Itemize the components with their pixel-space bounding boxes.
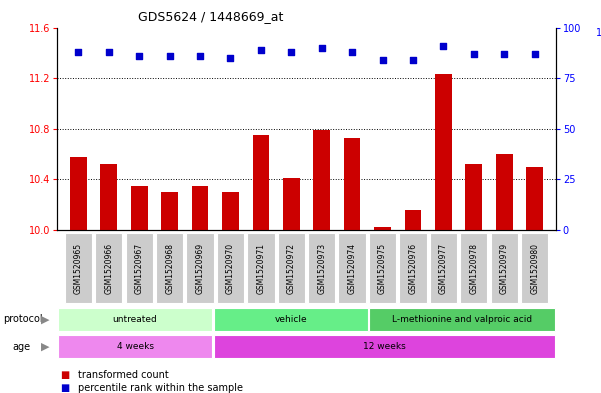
Bar	[344, 138, 361, 230]
Bar	[283, 178, 300, 230]
FancyBboxPatch shape	[65, 233, 92, 303]
FancyBboxPatch shape	[308, 233, 335, 303]
Text: ▶: ▶	[41, 342, 50, 352]
Text: GSM1520971: GSM1520971	[257, 243, 266, 294]
Text: untreated: untreated	[112, 315, 157, 324]
Bar	[192, 185, 209, 230]
Bar	[100, 164, 117, 230]
FancyBboxPatch shape	[247, 233, 275, 303]
FancyBboxPatch shape	[370, 308, 555, 331]
FancyBboxPatch shape	[213, 308, 368, 331]
Text: transformed count: transformed count	[78, 370, 169, 380]
Text: ■: ■	[60, 383, 69, 393]
FancyBboxPatch shape	[460, 233, 487, 303]
Text: GSM1520979: GSM1520979	[499, 242, 508, 294]
Point	[317, 45, 326, 51]
FancyBboxPatch shape	[213, 335, 555, 358]
Text: GSM1520972: GSM1520972	[287, 243, 296, 294]
Point	[439, 42, 448, 49]
Bar	[526, 167, 543, 230]
Bar	[131, 185, 148, 230]
Text: ▶: ▶	[41, 314, 50, 324]
Bar	[70, 156, 87, 230]
Point	[499, 51, 509, 57]
Text: GSM1520980: GSM1520980	[530, 243, 539, 294]
Bar	[496, 154, 513, 230]
Text: GDS5624 / 1448669_at: GDS5624 / 1448669_at	[138, 10, 283, 23]
FancyBboxPatch shape	[58, 308, 212, 331]
Text: GSM1520965: GSM1520965	[74, 242, 83, 294]
Text: GSM1520976: GSM1520976	[409, 242, 418, 294]
Text: GSM1520973: GSM1520973	[317, 242, 326, 294]
Bar	[222, 192, 239, 230]
Point	[408, 57, 418, 63]
Text: GSM1520968: GSM1520968	[165, 243, 174, 294]
FancyBboxPatch shape	[217, 233, 244, 303]
FancyBboxPatch shape	[490, 233, 518, 303]
Text: GSM1520966: GSM1520966	[105, 242, 114, 294]
Text: age: age	[12, 342, 30, 352]
Bar	[252, 135, 269, 230]
Point	[256, 47, 266, 53]
Point	[469, 51, 478, 57]
FancyBboxPatch shape	[58, 335, 212, 358]
Text: ■: ■	[60, 370, 69, 380]
FancyBboxPatch shape	[126, 233, 153, 303]
Text: GSM1520977: GSM1520977	[439, 242, 448, 294]
Text: GSM1520978: GSM1520978	[469, 243, 478, 294]
Bar	[404, 209, 421, 230]
Text: percentile rank within the sample: percentile rank within the sample	[78, 383, 243, 393]
Text: 12 weeks: 12 weeks	[363, 342, 406, 351]
Text: GSM1520975: GSM1520975	[378, 242, 387, 294]
Point	[378, 57, 388, 63]
FancyBboxPatch shape	[369, 233, 396, 303]
Point	[347, 49, 357, 55]
FancyBboxPatch shape	[430, 233, 457, 303]
Text: vehicle: vehicle	[275, 315, 307, 324]
Bar	[465, 164, 482, 230]
Bar	[313, 130, 330, 230]
Text: 4 weeks: 4 weeks	[117, 342, 153, 351]
FancyBboxPatch shape	[521, 233, 548, 303]
Point	[530, 51, 540, 57]
FancyBboxPatch shape	[95, 233, 123, 303]
Text: protocol: protocol	[3, 314, 43, 324]
Text: GSM1520967: GSM1520967	[135, 242, 144, 294]
Point	[104, 49, 114, 55]
Point	[165, 53, 174, 59]
FancyBboxPatch shape	[186, 233, 214, 303]
Point	[195, 53, 205, 59]
Bar	[161, 192, 178, 230]
Point	[73, 49, 83, 55]
Bar	[374, 228, 391, 230]
Text: GSM1520969: GSM1520969	[195, 242, 204, 294]
FancyBboxPatch shape	[338, 233, 366, 303]
Bar	[435, 74, 452, 230]
Point	[287, 49, 296, 55]
FancyBboxPatch shape	[278, 233, 305, 303]
Point	[135, 53, 144, 59]
Text: GSM1520974: GSM1520974	[347, 242, 356, 294]
FancyBboxPatch shape	[399, 233, 427, 303]
Text: 100%: 100%	[596, 28, 601, 37]
Point	[225, 55, 235, 61]
FancyBboxPatch shape	[156, 233, 183, 303]
Text: GSM1520970: GSM1520970	[226, 242, 235, 294]
Text: L-methionine and valproic acid: L-methionine and valproic acid	[392, 315, 532, 324]
